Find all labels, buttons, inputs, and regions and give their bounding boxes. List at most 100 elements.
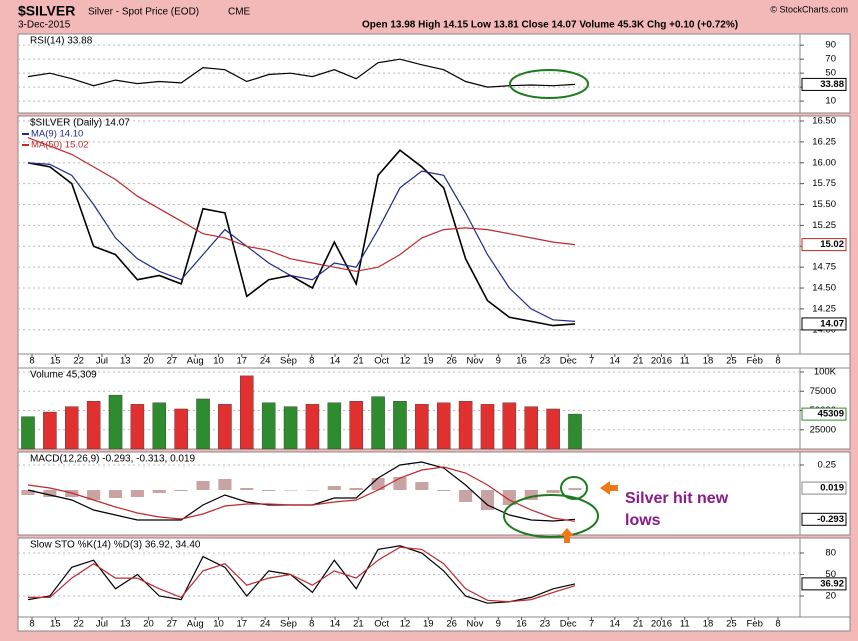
y-tick-label: 80 <box>825 547 836 558</box>
volume-bar <box>502 402 517 450</box>
y-tick-label: 25000 <box>810 424 836 435</box>
volume-bar <box>130 404 145 450</box>
x-tick-label: Sep <box>280 356 297 367</box>
x-tick-label: 25 <box>726 356 737 367</box>
x-tick-label: Dec <box>560 356 577 367</box>
value-flag <box>801 481 847 495</box>
value-flag-label: 45309 <box>818 409 844 420</box>
value-flag <box>801 317 847 331</box>
volume-bar <box>546 408 560 450</box>
histogram-bar <box>108 490 123 498</box>
x-tick-label: 19 <box>423 356 434 367</box>
value-flag <box>801 77 847 91</box>
series-line <box>27 162 576 322</box>
histogram-bar <box>152 490 166 493</box>
y-tick-label: 15.25 <box>812 220 836 231</box>
y-tick-label: 14.50 <box>812 283 836 294</box>
x-tick-label: 8 <box>775 356 780 367</box>
volume-bar <box>86 401 101 450</box>
x-tick-label: Nov <box>466 619 483 630</box>
x-tick-label: 15 <box>50 356 61 367</box>
y-tick-label: 50 <box>825 68 836 79</box>
volume-bar <box>196 398 210 450</box>
volume-bar <box>261 402 276 450</box>
y-tick-label: 50 <box>825 569 836 580</box>
x-tick-label: 2016 <box>651 619 672 630</box>
panel-title: $SILVER (Daily) 14.07 <box>30 118 130 129</box>
histogram-bar <box>480 490 495 510</box>
x-tick-label: Nov <box>466 356 483 367</box>
x-tick-label: 11 <box>680 619 690 630</box>
value-flag <box>801 577 847 591</box>
histogram-bar <box>21 490 35 495</box>
volume-bar <box>283 406 298 450</box>
x-tick-label: 26 <box>446 356 457 367</box>
symbol: $SILVER <box>18 3 75 19</box>
highlight-ellipse <box>503 494 599 538</box>
annotation-text: lows <box>625 512 661 529</box>
histogram-bar <box>283 490 298 491</box>
x-tick-label: 8 <box>775 619 780 630</box>
histogram-bar <box>240 488 254 490</box>
x-axis-strip <box>17 616 851 632</box>
x-tick-label: 14 <box>610 356 621 367</box>
panel-title: RSI(14) 33.88 <box>30 36 93 47</box>
value-flag-label: 15.02 <box>820 239 844 250</box>
x-tick-label: 27 <box>167 356 178 367</box>
x-tick-label: 14 <box>610 619 621 630</box>
value-flag <box>801 407 847 421</box>
x-tick-label: 12 <box>400 356 411 367</box>
x-tick-label: 15 <box>50 619 61 630</box>
x-tick-label: 21 <box>633 619 644 630</box>
series-line <box>27 58 576 88</box>
x-tick-label: 10 <box>213 356 224 367</box>
instrument-name: Silver - Spot Price (EOD) <box>88 7 199 18</box>
series-line <box>27 137 576 272</box>
volume-bar <box>524 406 539 450</box>
histogram-bar <box>524 490 538 500</box>
histogram-bar <box>371 478 385 490</box>
x-tick-label: 11 <box>680 356 690 367</box>
axis-strip <box>799 33 851 114</box>
volume-bar <box>218 404 232 450</box>
legend-label: MA(9) 14.10 <box>31 129 83 140</box>
value-flag-label: 33.88 <box>820 79 844 90</box>
y-tick-label: 16.00 <box>812 157 836 168</box>
value-flag-label: 0.019 <box>820 483 844 494</box>
histogram-bar <box>415 482 429 490</box>
histogram-bar <box>174 490 188 491</box>
histogram-bar <box>437 490 451 491</box>
x-tick-label: 14 <box>330 619 341 630</box>
volume-bar <box>415 404 429 450</box>
value-flag <box>801 238 847 252</box>
date: 3-Dec-2015 <box>18 20 71 31</box>
y-tick-label: 16.50 <box>812 116 836 127</box>
volume-bar <box>64 406 79 450</box>
x-tick-label: 27 <box>167 619 178 630</box>
x-tick-label: 26 <box>446 619 457 630</box>
volume-bar <box>458 401 473 450</box>
y-tick-label: 75000 <box>810 386 836 397</box>
x-tick-label: 24 <box>260 356 271 367</box>
x-tick-label: 8 <box>309 619 314 630</box>
x-tick-label: 20 <box>143 356 154 367</box>
histogram-bar <box>262 490 276 491</box>
x-tick-label: Aug <box>187 619 204 630</box>
x-tick-label: 25 <box>726 619 737 630</box>
histogram-bar <box>546 490 560 493</box>
x-tick-label: 13 <box>120 356 131 367</box>
x-tick-label: 9 <box>496 619 501 630</box>
x-tick-label: 22 <box>73 619 84 630</box>
volume-bar <box>43 411 57 450</box>
y-tick-label: 14.25 <box>812 303 836 314</box>
value-flag <box>801 512 847 526</box>
copyright: © StockCharts.com <box>770 4 848 14</box>
x-tick-label: Aug <box>187 356 204 367</box>
x-tick-label: 8 <box>29 356 34 367</box>
y-tick-label: 70 <box>825 54 836 65</box>
y-tick-label: 100K <box>814 367 837 378</box>
x-tick-label: 21 <box>353 356 364 367</box>
histogram-bar <box>349 488 363 490</box>
x-tick-label: Feb <box>747 619 763 630</box>
